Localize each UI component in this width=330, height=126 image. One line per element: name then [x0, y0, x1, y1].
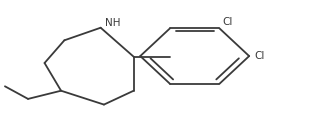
Text: Cl: Cl [254, 51, 264, 61]
Text: NH: NH [105, 18, 120, 28]
Text: Cl: Cl [223, 17, 233, 27]
